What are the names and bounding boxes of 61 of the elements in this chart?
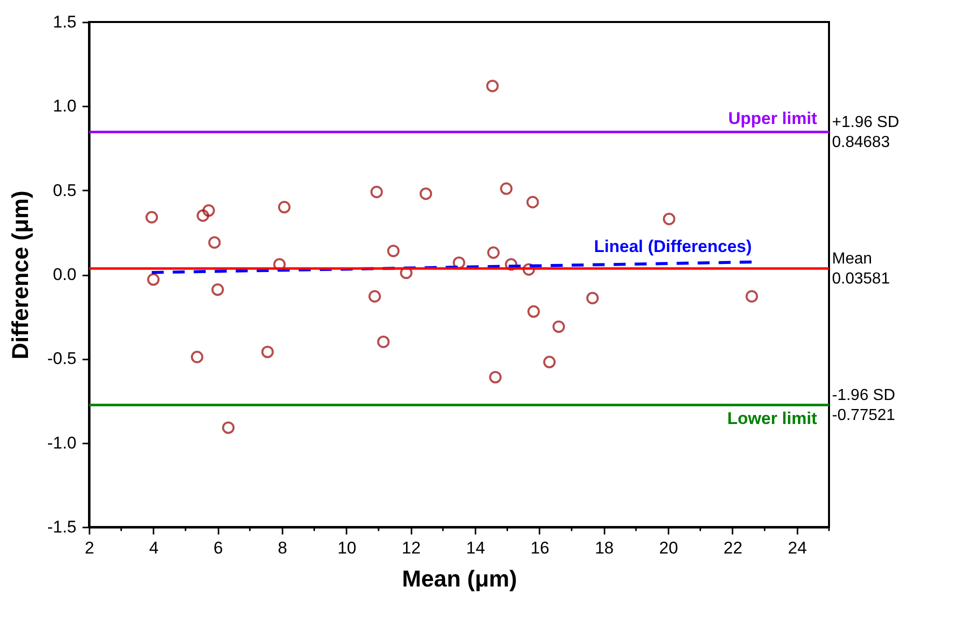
y-tick-label: 0.5: [52, 180, 76, 200]
point: [377, 336, 390, 348]
y-tick-label: 1.0: [52, 96, 76, 116]
x-tick-label: 2: [84, 538, 94, 558]
x-tick-label: 12: [402, 538, 421, 558]
point: [527, 305, 540, 318]
point: [452, 256, 466, 269]
point: [489, 370, 502, 384]
point: [746, 290, 758, 303]
y-tick-label: 0.0: [52, 265, 76, 284]
point: [222, 421, 235, 434]
point: [552, 320, 565, 333]
x-tick-label: 20: [659, 538, 678, 558]
point: [662, 212, 676, 226]
point: [486, 80, 499, 92]
x-tick-label: 22: [724, 538, 742, 558]
x-tick-label: 18: [594, 538, 614, 558]
point: [504, 258, 518, 271]
point: [145, 211, 158, 224]
point: [190, 350, 204, 364]
point: [370, 186, 383, 198]
text: 0.84683: [832, 134, 890, 151]
point: [586, 292, 599, 304]
x-tick-label: 14: [466, 538, 486, 558]
point: [522, 263, 536, 276]
point: [500, 182, 513, 195]
point: [211, 283, 224, 296]
point: [526, 196, 539, 208]
text: -1.96 SD: [832, 386, 896, 404]
point: [487, 246, 500, 259]
point: [273, 258, 286, 271]
text: -0.77521: [832, 406, 896, 424]
x-tick-label: 8: [278, 538, 288, 558]
x-tick-label: 6: [213, 538, 223, 558]
point: [420, 187, 432, 200]
ref-line-label: Lower limit: [727, 408, 818, 428]
point: [278, 200, 291, 214]
point: [400, 266, 412, 280]
y-axis-title: Difference (μm): [7, 190, 34, 360]
y-tick-label: 1.5: [52, 12, 76, 32]
y-tick-label: -0.5: [47, 349, 76, 368]
x-tick-label: 4: [149, 538, 159, 558]
x-tick-label: 10: [337, 538, 356, 558]
ref-line-label: Upper limit: [728, 108, 818, 128]
text: Mean: [832, 250, 872, 268]
y-tick-label: -1.5: [47, 518, 76, 536]
point: [196, 209, 210, 222]
x-axis-title: Mean (μm): [402, 566, 518, 592]
point: [147, 273, 160, 286]
x-tick-label: 24: [788, 538, 807, 558]
point: [208, 236, 221, 249]
text: 0.03581: [832, 270, 890, 288]
x-tick-label: 16: [530, 538, 550, 558]
series-label: Lineal (Differences): [594, 237, 752, 256]
y-tick-label: -1.0: [47, 433, 76, 452]
point: [202, 204, 215, 217]
point: [543, 356, 556, 368]
point: [387, 244, 400, 258]
point: [261, 346, 274, 358]
text: +1.96 SD: [832, 114, 900, 131]
point: [368, 290, 381, 303]
